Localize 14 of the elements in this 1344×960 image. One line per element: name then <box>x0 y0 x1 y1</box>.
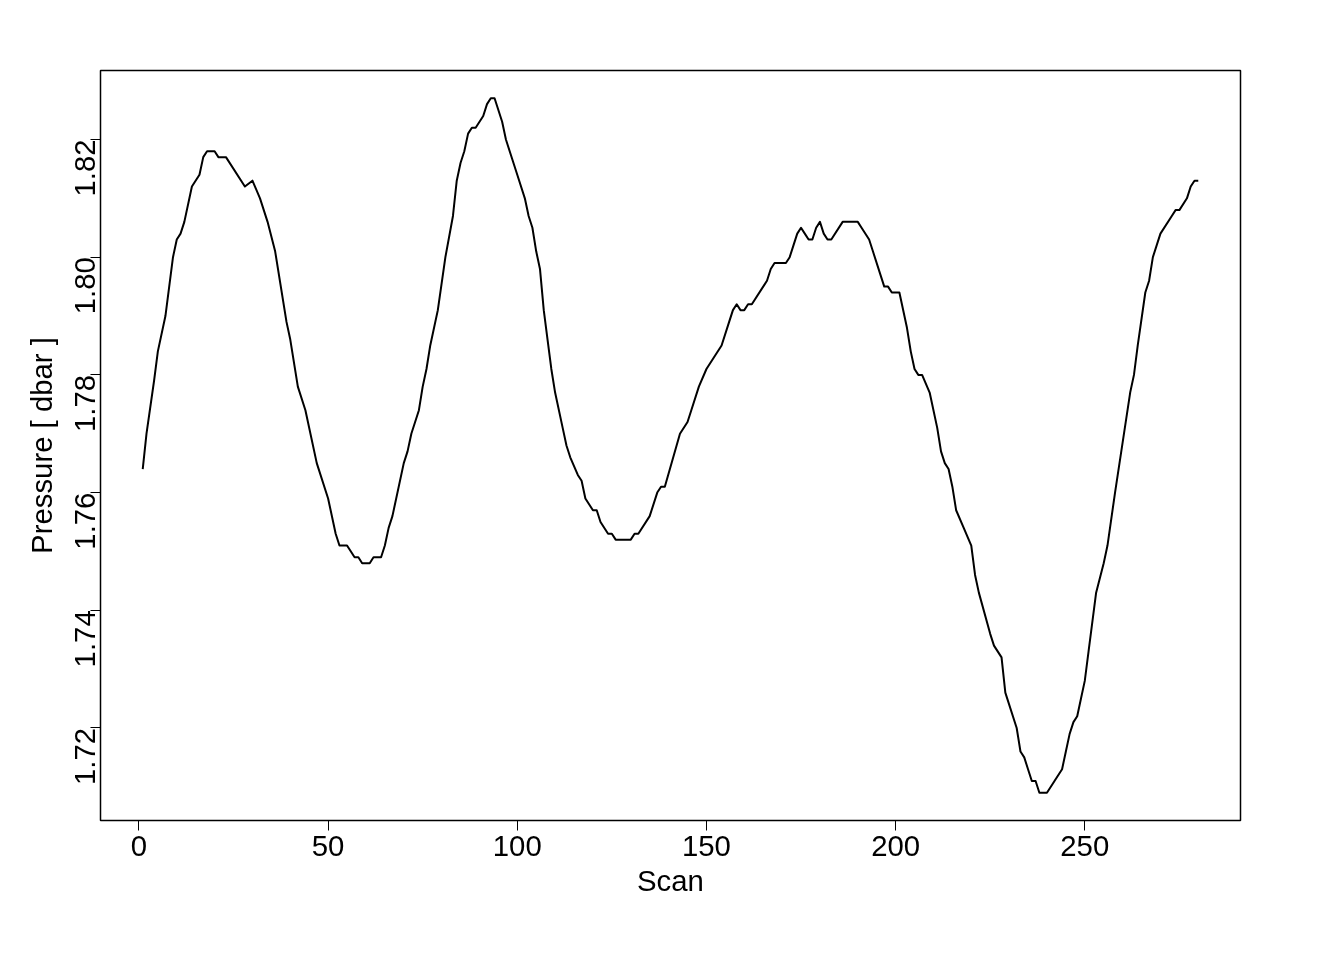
x-tick-label: 100 <box>492 828 542 862</box>
x-tick-label: 200 <box>871 828 921 862</box>
y-tick-label: 1.82 <box>68 139 102 197</box>
x-tick-label: 0 <box>130 828 148 862</box>
y-tick-label: 1.72 <box>68 727 102 786</box>
y-tick-label: 1.76 <box>68 492 102 550</box>
y-tick-label: 1.78 <box>68 374 102 432</box>
y-tick-label: 1.74 <box>68 610 102 668</box>
y-axis-title: Pressure [ dbar ] <box>24 337 58 554</box>
x-tick-label: 150 <box>681 828 731 862</box>
x-tick-label: 50 <box>311 828 345 862</box>
x-tick-label: 250 <box>1060 828 1110 862</box>
x-axis-title: Scan <box>637 863 704 897</box>
y-tick-label: 1.80 <box>68 257 102 315</box>
